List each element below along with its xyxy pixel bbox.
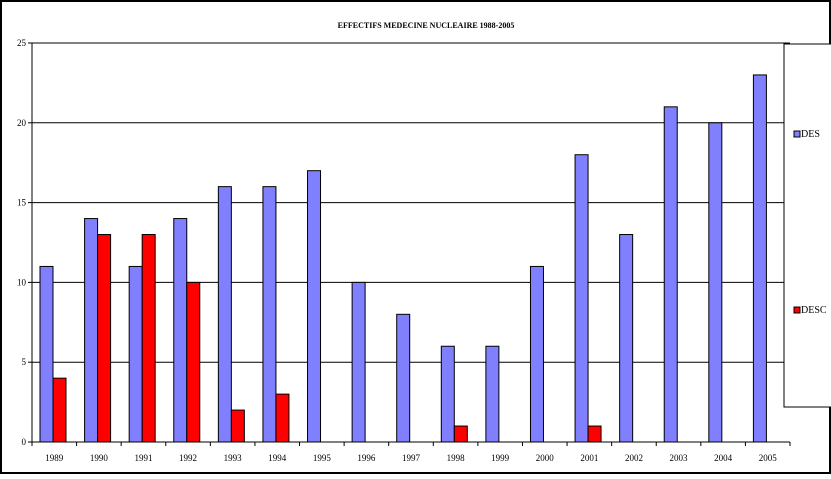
bar-des-1989 (39, 265, 54, 443)
bar-desc-1992 (186, 281, 201, 443)
bar-desc-1994 (275, 393, 290, 443)
x-tick-label: 1999 (491, 453, 510, 463)
bar-des-2005 (752, 74, 767, 443)
gridlines (32, 42, 790, 363)
legend-label-desc: DESC (801, 305, 827, 316)
bar-des-1995 (307, 170, 322, 443)
bar-des-1997 (396, 313, 411, 443)
x-tick-label: 2003 (670, 453, 689, 463)
bar-desc-1991 (141, 234, 156, 443)
bar-des-1996 (351, 281, 366, 443)
bar-des-1999 (485, 345, 500, 443)
x-tick-label: 1998 (447, 453, 466, 463)
bar-des-1993 (217, 186, 232, 443)
x-tick-label: 2005 (759, 453, 778, 463)
bar-des-2001 (574, 154, 589, 443)
x-tick-label: 1996 (357, 453, 376, 463)
bar-des-2003 (663, 106, 678, 443)
legend-swatch-des (793, 130, 801, 138)
y-tick-label: 5 (22, 357, 27, 367)
legend-label-des: DES (801, 129, 820, 140)
bar-des-1990 (84, 218, 99, 443)
bar-des-1994 (262, 186, 277, 443)
bar-des-2002 (619, 234, 634, 443)
x-tick-label: 1995 (313, 453, 332, 463)
bar-des-1991 (128, 265, 143, 443)
x-tick-label: 2001 (580, 453, 598, 463)
legend-swatch-desc (793, 306, 801, 314)
bar-desc-2001 (587, 425, 602, 443)
x-tick-label: 1993 (224, 453, 243, 463)
x-tick-label: 1994 (268, 453, 287, 463)
bar-desc-1990 (97, 234, 112, 443)
x-tick-label: 1989 (45, 453, 64, 463)
bar-des-2000 (529, 265, 544, 443)
x-tick-label: 1992 (179, 453, 197, 463)
chart-title: EFFECTIFS MEDECINE NUCLEAIRE 1988-2005 (338, 21, 515, 30)
y-tick-label: 25 (17, 38, 27, 48)
x-tick-label: 1990 (90, 453, 109, 463)
bar-desc-1993 (230, 409, 245, 443)
legend: DES DESC (783, 43, 831, 408)
x-tick-label: 1991 (134, 453, 152, 463)
bar-des-2004 (708, 122, 723, 443)
bar-des-1992 (173, 218, 188, 443)
y-tick-label: 20 (17, 118, 27, 128)
axes: 0 5 10 15 20 25 1989 1990 1991 1992 1993 1994 1995 19… (17, 38, 791, 463)
bar-desc-1989 (52, 377, 67, 443)
legend-box (783, 43, 831, 408)
bar-des-1998 (440, 345, 455, 443)
x-tick-label: 2000 (536, 453, 555, 463)
x-tick-label: 2002 (625, 453, 643, 463)
bar-desc-1998 (453, 425, 468, 443)
x-tick-label: 2004 (714, 453, 733, 463)
y-tick-label: 15 (17, 198, 27, 208)
y-tick-label: 0 (22, 437, 27, 447)
x-tick-label: 1997 (402, 453, 421, 463)
y-tick-label: 10 (17, 277, 27, 287)
